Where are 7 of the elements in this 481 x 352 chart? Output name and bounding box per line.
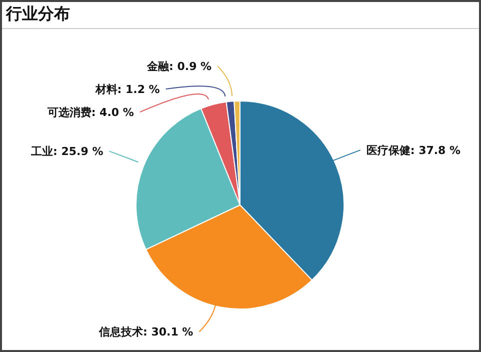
- slice-label: 金融: 0.9 %: [146, 60, 212, 73]
- slice-label: 工业: 25.9 %: [30, 145, 104, 158]
- slice-label: 可选消费: 4.0 %: [46, 106, 134, 119]
- chart-title: 行业分布: [2, 2, 479, 29]
- slice-label: 医疗保健: 37.8 %: [366, 144, 461, 157]
- slice-label: 材料: 1.2 %: [94, 82, 160, 96]
- slice-label: 信息技术: 30.1 %: [98, 326, 194, 339]
